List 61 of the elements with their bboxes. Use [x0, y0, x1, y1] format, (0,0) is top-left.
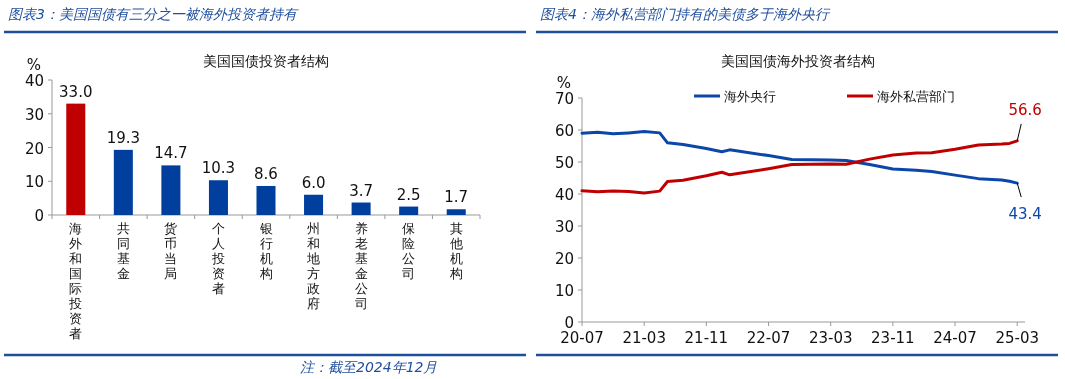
x-tick-label: 24-07 [933, 329, 977, 347]
x-tick-label: 养老基金公司 [354, 221, 368, 311]
y-tick-label: 60 [554, 122, 574, 140]
x-tick-label: 个人投资者 [210, 221, 225, 296]
x-tick-label: 21-11 [684, 329, 729, 347]
bar [446, 209, 466, 215]
y-tick-label: 20 [24, 139, 44, 158]
y-tick-label: 0 [34, 207, 44, 225]
y-tick-label: 10 [554, 282, 574, 300]
data-label: 33.0 [59, 82, 93, 101]
x-tick-label: 21-03 [622, 329, 666, 347]
x-tick-label: 货币当局 [164, 221, 178, 281]
y-tick-label: 70 [554, 90, 574, 108]
data-label: 19.3 [106, 128, 141, 147]
y-axis-title: % [556, 74, 572, 92]
x-tick-label: 22-07 [746, 329, 791, 347]
chart-title: 图表4：海外私营部门持有的美债多于海外央行 [540, 6, 831, 22]
line-series [580, 130, 1019, 185]
y-tick-label: 50 [554, 154, 574, 172]
x-tick-label: 20-07 [560, 329, 604, 347]
bar [399, 206, 419, 215]
x-tick-label: 保险公司 [402, 221, 416, 281]
chart-subtitle: 美国国债投资者结构 [203, 53, 329, 69]
x-tick-label: 25-03 [995, 329, 1040, 347]
y-tick-label: 0 [564, 314, 574, 332]
y-axis-title: % [26, 56, 42, 74]
y-tick-label: 40 [554, 186, 574, 204]
x-tick-label: 23-03 [808, 329, 853, 347]
data-label: 1.7 [444, 188, 469, 207]
y-tick-label: 10 [24, 173, 44, 192]
data-label: 3.7 [349, 181, 374, 200]
data-label: 6.0 [301, 173, 326, 192]
data-label: 8.6 [254, 164, 278, 183]
bar [113, 149, 133, 215]
data-label: 10.3 [201, 159, 236, 178]
legend-label: 海外私营部门 [877, 89, 955, 104]
y-tick-label: 20 [554, 250, 574, 268]
x-tick-label: 23-11 [871, 329, 915, 347]
x-tick-label: 银行机构 [258, 221, 273, 281]
bar [304, 194, 324, 215]
line-series [580, 139, 1019, 195]
chart-title: 图表3：美国国债有三分之一被海外投资者持有 [8, 6, 299, 22]
text: 注：截至2024年12月 [300, 359, 438, 375]
x-tick-label: 海外和国际投资者 [68, 221, 83, 341]
y-tick-label: 30 [554, 218, 574, 236]
bar [66, 103, 86, 215]
data-label: 2.5 [396, 185, 421, 204]
bar [351, 202, 371, 215]
y-tick-label: 40 [24, 72, 44, 90]
data-label: 43.4 [1008, 205, 1042, 224]
x-tick-label: 其他机构 [448, 221, 463, 281]
bar [208, 180, 228, 215]
data-label: 56.6 [1008, 100, 1042, 119]
chart-subtitle: 美国国债海外投资者结构 [721, 53, 875, 69]
x-tick-label: 共同基金 [116, 221, 130, 281]
bar [256, 185, 276, 215]
data-label: 14.7 [154, 144, 188, 163]
x-tick-label: 州和地方政府 [306, 221, 321, 311]
bar [161, 165, 181, 215]
y-tick-label: 30 [24, 105, 44, 124]
legend-label: 海外央行 [724, 89, 776, 104]
